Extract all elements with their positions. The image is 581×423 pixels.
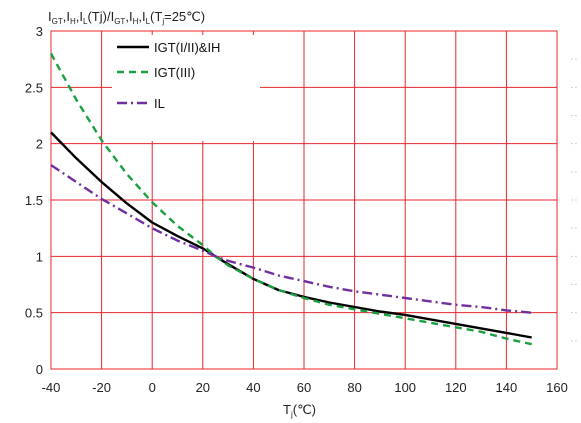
- series-lines: [49, 52, 532, 346]
- y-tick-label: 2: [36, 137, 43, 152]
- plot-frame: [50, 30, 558, 370]
- plot-border: [50, 30, 558, 370]
- y-tick-label: 1: [36, 249, 43, 264]
- x-tick-label: 0: [149, 380, 156, 395]
- legend-background: [112, 35, 260, 141]
- y-axis-ticks: 0 0.5 1 1.5 2 2.5 3: [25, 24, 43, 377]
- y-tick-label: 0.5: [25, 306, 43, 321]
- legend: IGT(I/II)&IH IGT(III) IL: [117, 40, 220, 111]
- chart-title: IGT,IH,IL(Tj)/IGT,IH,IL(Tj=25℃): [48, 9, 205, 26]
- y-tick-label: 0: [36, 362, 43, 377]
- series-line-1: [50, 131, 532, 339]
- y-tick-label: 3: [36, 24, 43, 39]
- x-tick-label: 20: [196, 380, 210, 395]
- x-tick-label: 120: [445, 380, 467, 395]
- legend-label: IL: [154, 96, 165, 111]
- x-tick-label: 100: [394, 380, 416, 395]
- legend-label: IGT(III): [154, 65, 195, 80]
- y-tick-label: 1.5: [25, 193, 43, 208]
- x-axis-ticks: -40 -20 0 20 40 60 80 100 120 140 160: [42, 380, 568, 395]
- x-tick-label: 40: [246, 380, 260, 395]
- x-tick-label: 60: [297, 380, 311, 395]
- legend-box: [112, 35, 260, 141]
- x-tick-label: -40: [42, 380, 61, 395]
- x-tick-label: 140: [496, 380, 518, 395]
- x-tick-label: 80: [347, 380, 361, 395]
- y-tick-label: 2.5: [25, 80, 43, 95]
- series-line-3: [50, 164, 532, 314]
- x-tick-label: -20: [92, 380, 111, 395]
- series-line-2: [49, 52, 532, 346]
- x-tick-label: 160: [546, 380, 568, 395]
- x-axis-label: Tj(℃): [283, 402, 316, 419]
- legend-label: IGT(I/II)&IH: [154, 40, 220, 55]
